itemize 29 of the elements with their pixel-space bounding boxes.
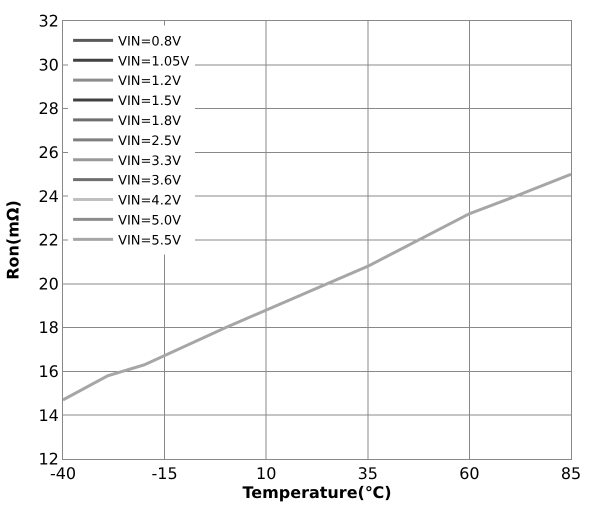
line-series — [63, 172, 571, 402]
y-tick-label: 14 — [38, 406, 59, 425]
legend-label: VIN=1.2V — [118, 74, 182, 90]
legend-label: VIN=1.05V — [118, 54, 190, 70]
y-tick-label: 32 — [38, 12, 59, 31]
x-tick-label: 60 — [459, 464, 480, 484]
y-tick-label: 18 — [38, 318, 59, 338]
legend-label: VIN=0.8V — [118, 34, 182, 50]
legend-label: VIN=1.5V — [118, 94, 182, 110]
y-tick-label: 20 — [38, 274, 59, 294]
y-tick-label: 28 — [38, 99, 59, 118]
legend-label: VIN=3.3V — [118, 154, 182, 169]
y-tick-label: 16 — [38, 362, 59, 381]
legend-label: VIN=1.8V — [118, 114, 182, 129]
legend-label: VIN=3.6V — [118, 174, 182, 189]
y-axis-title: Ron(mΩ) — [3, 200, 22, 280]
legend-label: VIN=5.5V — [118, 233, 182, 248]
x-axis-title: Temperature(℃) — [242, 483, 392, 502]
y-tick-label: 22 — [38, 230, 59, 250]
x-tick-label: 10 — [256, 464, 276, 484]
y-tick-label: 30 — [38, 55, 59, 74]
legend-label: VIN=2.5V — [118, 134, 182, 149]
legend-label: VIN=5.0V — [118, 214, 182, 228]
x-tick-label: 35 — [358, 464, 378, 484]
x-tick-label: 85 — [560, 464, 582, 484]
x-tick-label: -15 — [152, 464, 178, 484]
legend-label: VIN=4.2V — [118, 194, 182, 209]
y-tick-label: 26 — [38, 143, 59, 162]
y-tick-label: 24 — [38, 186, 59, 206]
